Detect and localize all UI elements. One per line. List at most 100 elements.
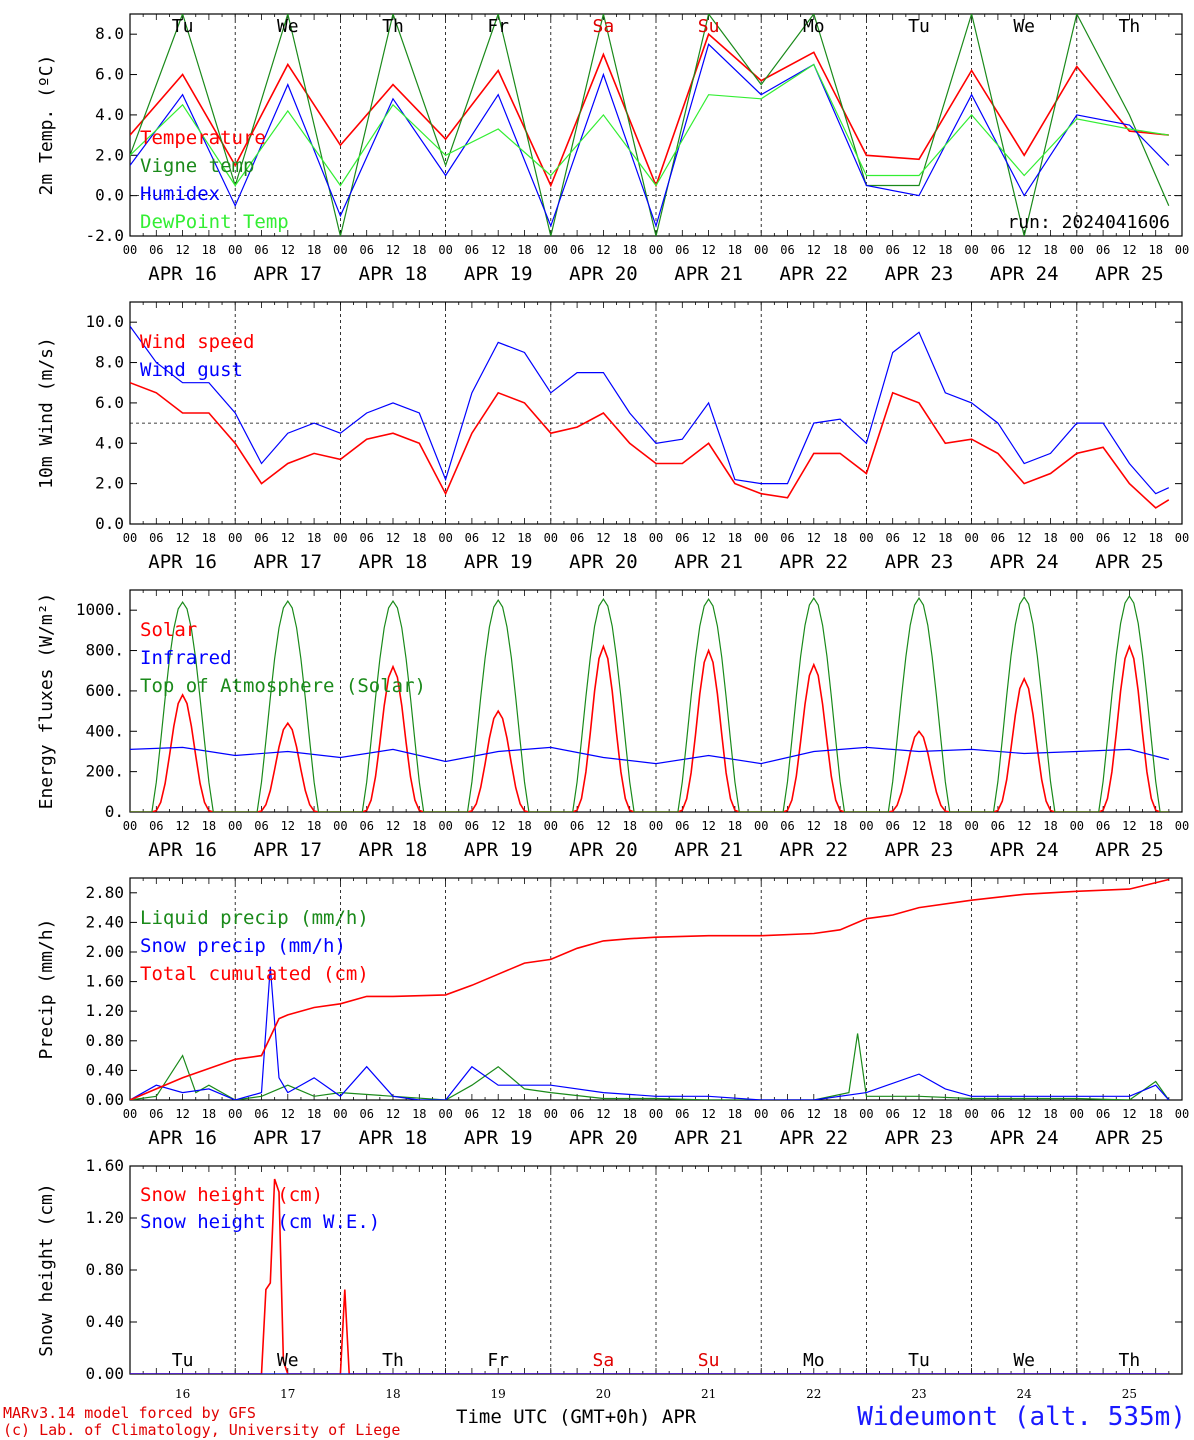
hour-tick-label: 18 — [938, 531, 952, 545]
hour-tick-label: 12 — [386, 1107, 400, 1121]
hour-tick-label: 12 — [175, 531, 189, 545]
hour-tick-label: 00 — [859, 531, 873, 545]
hour-tick-label: 12 — [1017, 531, 1031, 545]
day-number: 25 — [1122, 1387, 1137, 1401]
y-tick-label: 0.00 — [85, 1364, 124, 1383]
weekday-label: Mo — [803, 1350, 825, 1371]
hour-tick-label: 00 — [333, 1107, 347, 1121]
y-tick-label: 0.40 — [85, 1060, 124, 1079]
y-tick-label: 0.00 — [85, 1090, 124, 1109]
hour-tick-label: 00 — [859, 1107, 873, 1121]
legend-entry: Snow height (cm W.E.) — [140, 1211, 380, 1233]
hour-tick-label: 00 — [228, 531, 242, 545]
hour-tick-label: 18 — [412, 1107, 426, 1121]
date-label: APR 25 — [1095, 263, 1164, 285]
hour-tick-label: 12 — [386, 531, 400, 545]
series-line — [130, 1178, 1169, 1374]
hour-tick-label: 12 — [1017, 1107, 1031, 1121]
hour-tick-label: 12 — [912, 531, 926, 545]
date-label: APR 21 — [674, 551, 743, 573]
y-tick-label: 2.0 — [95, 474, 124, 493]
hour-tick-label: 18 — [833, 819, 847, 833]
run-annotation: run: 2024041606 — [1007, 212, 1170, 233]
hour-tick-label: 18 — [1148, 531, 1162, 545]
date-label: APR 22 — [779, 839, 848, 861]
hour-tick-label: 00 — [438, 1107, 452, 1121]
weekday-label: Tu — [172, 16, 194, 37]
hour-tick-label: 18 — [1148, 243, 1162, 257]
date-label: APR 18 — [359, 551, 428, 573]
hour-tick-label: 00 — [964, 819, 978, 833]
date-label: APR 19 — [464, 1127, 533, 1149]
hour-tick-label: 00 — [333, 819, 347, 833]
hour-tick-label: 12 — [596, 1107, 610, 1121]
hour-tick-label: 06 — [885, 531, 899, 545]
hour-tick-label: 12 — [807, 243, 821, 257]
hour-tick-label: 12 — [491, 531, 505, 545]
legend-entry: Infrared — [140, 647, 232, 669]
legend-entry: Snow height (cm) — [140, 1184, 323, 1206]
hour-tick-label: 12 — [491, 1107, 505, 1121]
series-line — [130, 325, 1170, 495]
hour-tick-label: 18 — [622, 243, 636, 257]
hour-tick-label: 18 — [622, 819, 636, 833]
hour-tick-label: 12 — [701, 243, 715, 257]
weekday-label: Th — [382, 16, 404, 37]
day-number: 19 — [491, 1387, 506, 1401]
weekday-label: Th — [1119, 1350, 1141, 1371]
hour-tick-label: 06 — [991, 531, 1005, 545]
hour-tick-label: 06 — [675, 243, 689, 257]
weekday-label: Tu — [908, 1350, 930, 1371]
hour-tick-label: 12 — [491, 819, 505, 833]
hour-tick-label: 06 — [991, 819, 1005, 833]
date-label: APR 24 — [990, 1127, 1059, 1149]
hour-tick-label: 12 — [912, 819, 926, 833]
y-axis-label: Precip (mm/h) — [36, 919, 57, 1060]
series-group — [130, 325, 1170, 509]
y-axis-label: 2m Temp. (ºC) — [36, 55, 57, 196]
hour-tick-label: 00 — [333, 531, 347, 545]
hour-tick-label: 12 — [386, 819, 400, 833]
day-number: 24 — [1017, 1387, 1033, 1401]
hour-tick-label: 06 — [780, 1107, 794, 1121]
panel-2: 0.0 2.0 4.0 6.0 8.0 10.0 10m Wind (m/s) 00 06 12 1… — [36, 301, 1189, 573]
y-tick-label: 0.40 — [85, 1312, 124, 1331]
weekday-label: We — [1013, 1350, 1035, 1371]
date-label: APR 17 — [253, 551, 322, 573]
hour-tick-label: 18 — [412, 531, 426, 545]
series-line — [130, 14, 1170, 236]
hour-tick-label: 00 — [438, 531, 452, 545]
legend-entry: Total cumulated (cm) — [140, 963, 369, 985]
y-tick-label: 1.60 — [85, 1156, 124, 1175]
date-label: APR 21 — [674, 263, 743, 285]
y-tick-label: 8.0 — [95, 24, 124, 43]
hour-tick-label: 00 — [228, 819, 242, 833]
hour-tick-label: 00 — [1175, 1107, 1189, 1121]
day-number: 18 — [385, 1387, 400, 1401]
lab-credit: (c) Lab. of Climatology, University of L… — [3, 1421, 401, 1439]
hour-tick-label: 06 — [570, 819, 584, 833]
hour-tick-label: 06 — [465, 531, 479, 545]
legend-entry: DewPoint Temp — [140, 211, 289, 233]
y-tick-label: 8.0 — [95, 353, 124, 372]
hour-tick-label: 12 — [912, 1107, 926, 1121]
hour-tick-label: 06 — [254, 1107, 268, 1121]
series-line — [130, 381, 1170, 509]
hour-tick-label: 06 — [885, 819, 899, 833]
date-label: APR 22 — [779, 551, 848, 573]
y-tick-label: 1000. — [76, 600, 124, 619]
hour-tick-label: 12 — [1122, 243, 1136, 257]
date-label: APR 17 — [253, 263, 322, 285]
hour-tick-label: 12 — [1017, 819, 1031, 833]
hour-tick-label: 18 — [728, 243, 742, 257]
series-line — [130, 966, 1170, 1100]
date-label: APR 24 — [990, 263, 1059, 285]
hour-tick-label: 00 — [1070, 819, 1084, 833]
hour-tick-label: 12 — [281, 531, 295, 545]
hour-tick-label: 18 — [938, 1107, 952, 1121]
panel-3: 0. 200. 400. 600. 800. 1000. Energy fluxes (W/… — [36, 589, 1189, 861]
hour-tick-label: 12 — [807, 531, 821, 545]
hour-tick-label: 00 — [1175, 243, 1189, 257]
weekday-label: Mo — [803, 16, 825, 37]
hour-tick-label: 00 — [964, 531, 978, 545]
